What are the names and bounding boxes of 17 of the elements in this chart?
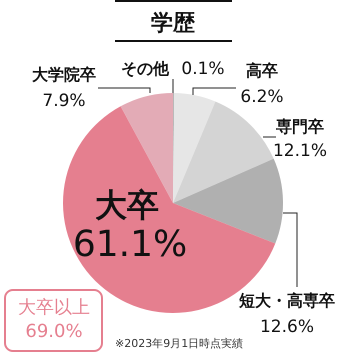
data-label: 12.1% [272, 141, 328, 161]
slice-label: 大学院卒 [32, 65, 96, 84]
text: ※2023年9月1日時点実績 [115, 337, 244, 350]
slice-label: 短大・高専卒 [238, 291, 335, 310]
slice-label: 専門卒 [275, 117, 324, 136]
data-label: 0.1% [181, 59, 225, 79]
data-label: 12.6% [260, 317, 314, 337]
data-label: 61.1% [72, 224, 188, 265]
chart-title: 学歴 [151, 11, 195, 36]
slice-label: 大卒 [95, 186, 159, 224]
data-label: 6.2% [240, 87, 284, 107]
slice-label: 高卒 [246, 61, 278, 80]
text: 大卒以上 69.0% [18, 297, 90, 342]
slice-label: その他 [121, 59, 170, 78]
pie-slice [173, 93, 216, 203]
data-label: 7.9% [42, 91, 86, 111]
pie-slice [173, 102, 274, 203]
